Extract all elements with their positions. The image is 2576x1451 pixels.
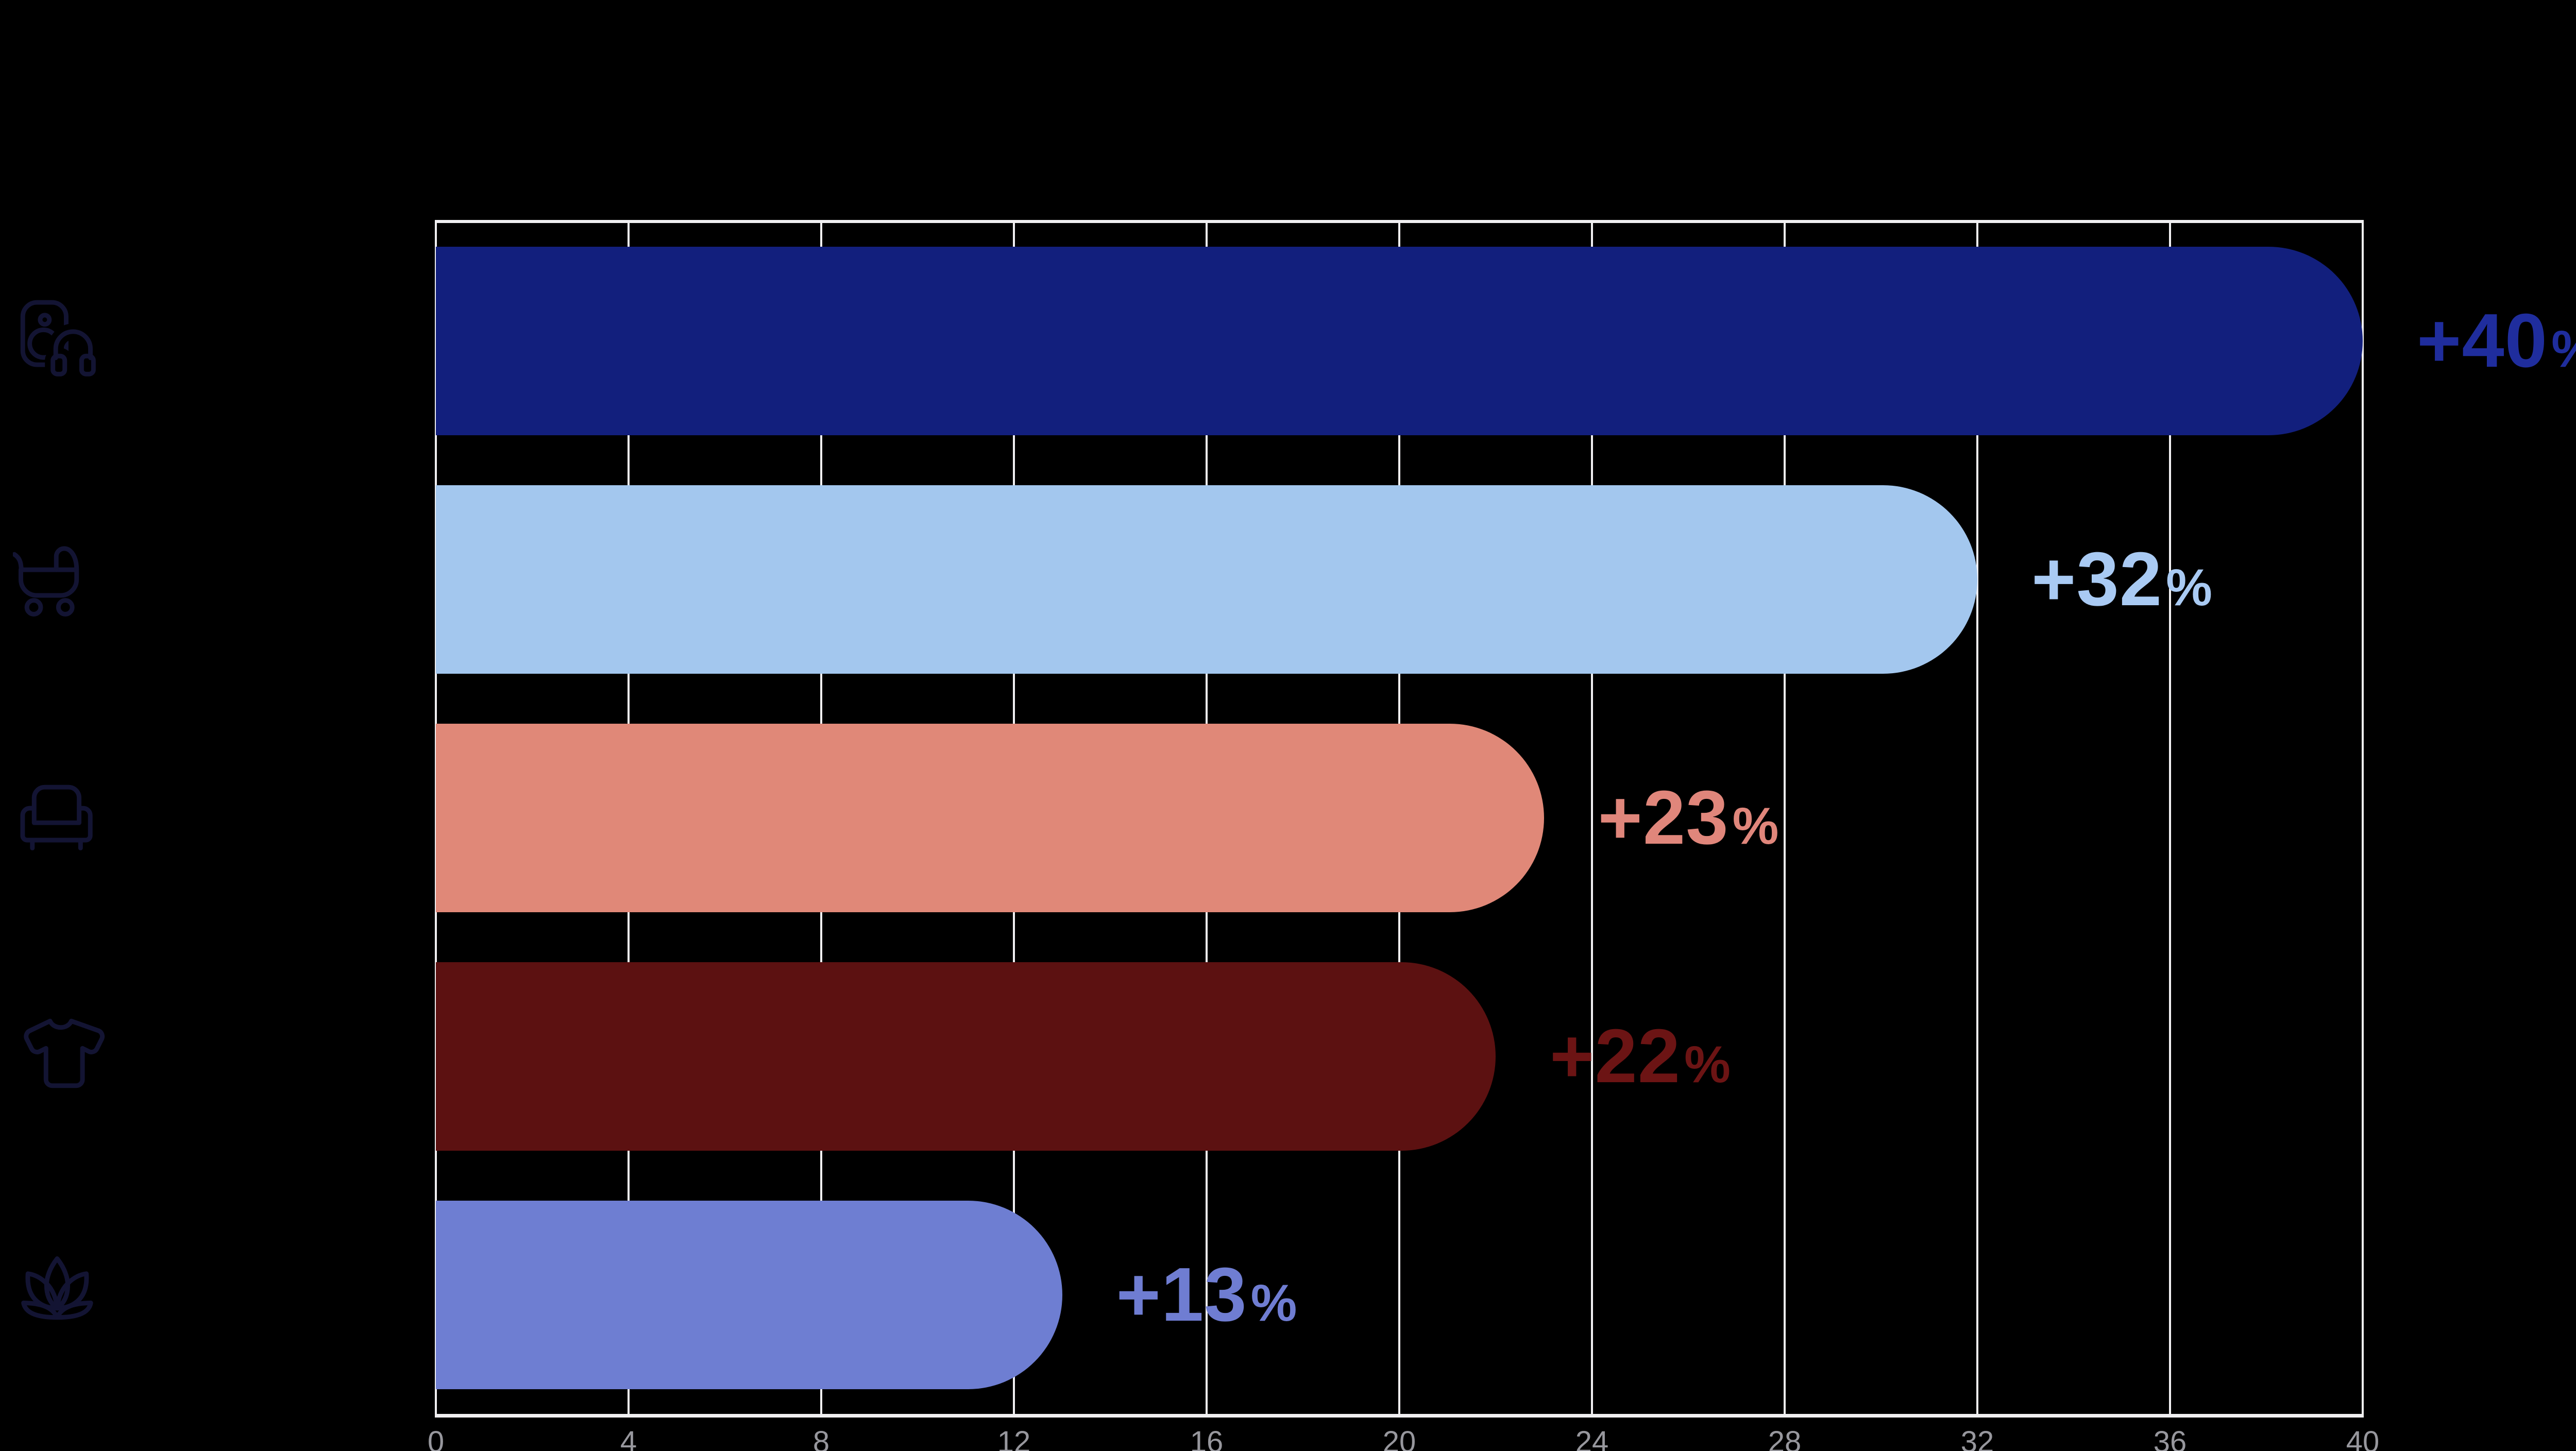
- bar-speaker-headphones: [436, 246, 2363, 435]
- percent-sign: %: [1684, 1035, 1731, 1094]
- bar-rows: +40 %: [13, 221, 2576, 1414]
- bar-row-speaker-headphones: +40 %: [20, 221, 2576, 460]
- bar-stroller: [436, 485, 1977, 674]
- x-tick-label-16: 16: [1190, 1425, 1224, 1451]
- percent-sign: %: [2166, 558, 2212, 617]
- x-tick-label-20: 20: [1382, 1425, 1416, 1451]
- percent-sign: %: [1732, 797, 1779, 855]
- value-label: +40 %: [2417, 297, 2576, 385]
- bar-row-armchair: +23 %: [20, 698, 2363, 937]
- x-tick-label-12: 12: [997, 1425, 1031, 1451]
- percent-sign: %: [1250, 1274, 1297, 1332]
- stroller-icon: [13, 523, 126, 636]
- value-label: +13 %: [1116, 1251, 1297, 1339]
- x-axis-tick-labels: 0 4 8 12 16 20 24 28 32 36 40: [428, 1418, 2379, 1451]
- x-tick-label-0: 0: [427, 1425, 445, 1451]
- value-text: +22: [1550, 1013, 1681, 1099]
- value-label: +32 %: [2031, 536, 2212, 623]
- bar-row-stroller: +32 %: [13, 460, 2363, 698]
- gridline-24: [1591, 221, 1593, 1414]
- value-text: +32: [2031, 536, 2163, 622]
- lotus-icon: [13, 1238, 126, 1352]
- value-label: +22 %: [1550, 1013, 1731, 1100]
- tshirt-icon: [13, 1000, 126, 1113]
- plot-top-border: [435, 220, 2364, 223]
- x-tick-label-28: 28: [1768, 1425, 1802, 1451]
- speaker-headphones-icon: [13, 284, 126, 398]
- x-tick-label-36: 36: [2153, 1425, 2187, 1451]
- x-tick-label-40: 40: [2346, 1425, 2380, 1451]
- x-tick-label-8: 8: [812, 1425, 830, 1451]
- value-text: +40: [2417, 298, 2548, 383]
- bar-armchair: [436, 723, 1544, 912]
- bar-row-lotus: +13 %: [21, 1175, 2363, 1414]
- gridline-32: [1976, 221, 1978, 1414]
- x-axis-line: [435, 1414, 2364, 1418]
- bar-lotus: [436, 1200, 1062, 1389]
- bar-tshirt: [436, 962, 1496, 1151]
- gridline-40: [2362, 221, 2364, 1414]
- plot-area: +40 %: [13, 220, 2576, 1451]
- x-tick-label-24: 24: [1575, 1425, 1609, 1451]
- value-text: +13: [1116, 1252, 1247, 1337]
- bar-row-tshirt: +22 %: [24, 937, 2363, 1175]
- x-tick-label-32: 32: [1960, 1425, 1994, 1451]
- x-tick-label-4: 4: [620, 1425, 637, 1451]
- value-text: +23: [1598, 775, 1729, 860]
- gridline-36: [2169, 221, 2171, 1414]
- armchair-icon: [13, 761, 126, 875]
- value-label: +23 %: [1598, 774, 1779, 862]
- percent-sign: %: [2551, 320, 2576, 379]
- gridline-28: [1784, 221, 1786, 1414]
